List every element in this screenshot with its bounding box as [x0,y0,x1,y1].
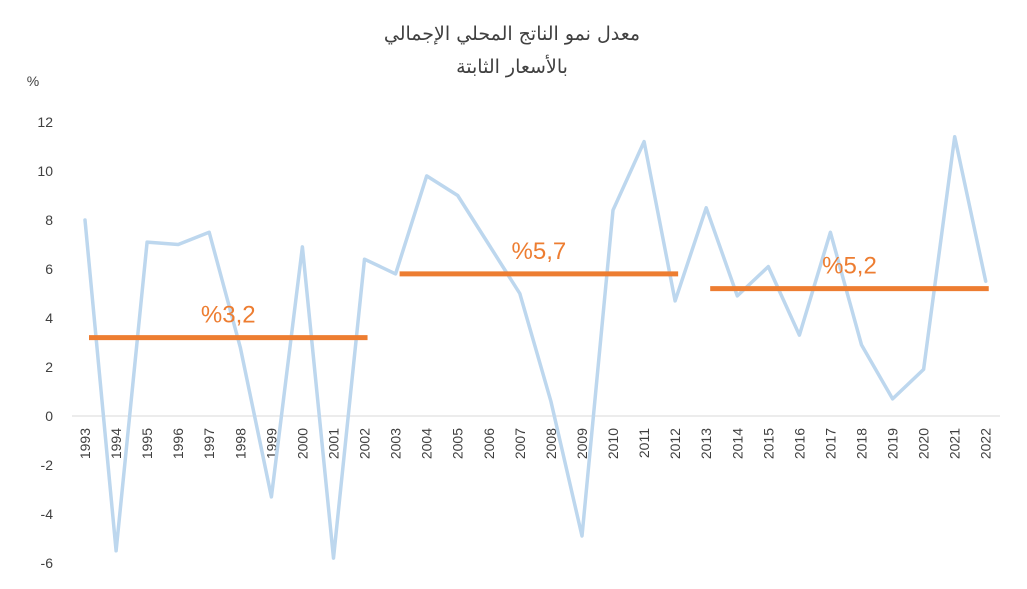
x-tick-label: 2022 [978,428,994,459]
x-tick-label: 2013 [698,428,714,459]
x-tick-label: 1994 [108,428,124,459]
x-tick-label: 2003 [388,428,404,459]
x-tick-label: 2000 [294,428,310,459]
average-value-label: %5,7 [512,238,567,265]
y-tick-label: -2 [41,457,54,473]
series-line-gdp-growth [83,134,988,560]
x-tick-label: 2019 [885,428,901,459]
y-axis-unit: % [27,73,39,89]
x-tick-label: 2001 [325,428,341,459]
x-tick-label: 2009 [574,428,590,459]
y-tick-label: 8 [45,212,53,228]
y-tick-label: -4 [41,506,54,522]
x-tick-label: 2018 [854,428,870,459]
x-tick-label: 2006 [481,428,497,459]
x-tick-label: 2002 [357,428,373,459]
y-tick-label: 10 [37,163,53,179]
average-lines: %3,2 %5,7 %5,2 [89,238,989,341]
x-tick-label: 1997 [201,428,217,459]
chart-subtitle: بالأسعار الثابتة [456,55,568,78]
chart-title: معدل نمو الناتج المحلي الإجمالي [384,23,640,45]
y-axis-ticks: -6 -4 -2 0 2 4 6 8 10 12 [37,114,53,571]
x-tick-label: 2011 [636,428,652,458]
x-tick-label: 2017 [822,428,838,459]
x-tick-label: 2005 [450,428,466,459]
x-tick-label: 2020 [916,428,932,459]
y-tick-label: -6 [41,555,54,571]
x-tick-label: 2021 [947,428,963,459]
y-tick-label: 0 [45,408,53,424]
x-tick-label: 2014 [729,428,745,459]
average-value-label: %5,2 [822,253,877,280]
y-tick-label: 12 [37,114,53,130]
x-tick-label: 1996 [170,428,186,459]
x-tick-label: 2008 [543,428,559,459]
y-tick-label: 2 [45,359,53,375]
average-value-label: %3,2 [201,302,256,329]
x-tick-label: 1998 [232,428,248,459]
x-axis-ticks: 1993 1994 1995 1996 1997 1998 1999 2000 2001 2002… [77,428,994,459]
x-tick-label: 1995 [139,428,155,459]
x-tick-label: 2007 [512,428,528,459]
y-tick-label: 4 [45,310,53,326]
x-tick-label: 1993 [77,428,93,459]
x-tick-label: 2004 [419,428,435,459]
x-tick-label: 2012 [667,428,683,459]
x-tick-label: 2016 [791,428,807,459]
y-tick-label: 6 [45,261,53,277]
x-tick-label: 2010 [605,428,621,459]
x-tick-label: 2015 [760,428,776,459]
